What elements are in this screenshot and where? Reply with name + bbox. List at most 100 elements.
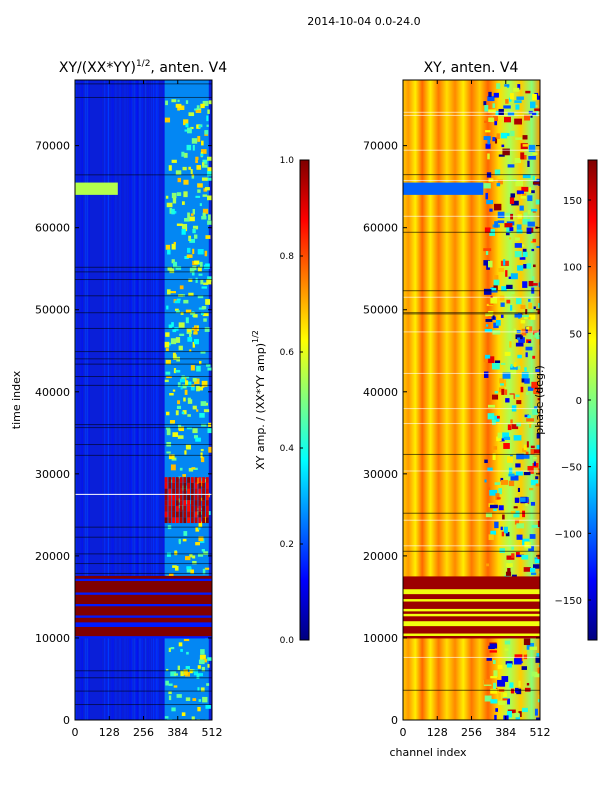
amplitude-speckle xyxy=(195,110,201,113)
amplitude-speckle xyxy=(195,542,201,546)
amplitude-speckle xyxy=(183,191,188,198)
y-tick-label: 40000 xyxy=(363,386,398,399)
amplitude-speckle xyxy=(207,109,210,114)
phase-speckle xyxy=(522,454,530,459)
phase-speckle xyxy=(490,530,496,535)
phase-speckle xyxy=(492,103,496,108)
phase-row xyxy=(403,111,540,113)
phase-speckle xyxy=(510,688,515,694)
phase-speckle xyxy=(494,521,499,529)
amplitude-speckle xyxy=(200,448,204,452)
phase-speckle xyxy=(538,694,540,699)
amplitude-speckle xyxy=(192,248,195,255)
phase-speckle xyxy=(527,210,531,215)
dropout-row xyxy=(75,358,212,360)
texture-col xyxy=(124,80,126,720)
phase-speckle xyxy=(538,571,540,574)
phase-speckle xyxy=(488,534,494,540)
amplitude-speckle xyxy=(205,263,210,269)
high-amplitude-cell xyxy=(205,494,209,501)
high-amplitude-cell xyxy=(194,517,198,524)
phase-speckle xyxy=(497,211,505,219)
phase-speckle xyxy=(534,671,540,678)
phase-speckle xyxy=(503,436,511,441)
phase-speckle xyxy=(485,192,488,200)
phase-speckle xyxy=(533,461,536,466)
colorbar-tick-label: 0.0 xyxy=(280,636,295,646)
amplitude-speckle xyxy=(199,412,205,418)
texture-col xyxy=(135,80,137,720)
phase-speckle xyxy=(484,679,492,685)
phase-row xyxy=(403,313,540,315)
high-amplitude-cell xyxy=(205,511,209,518)
high-amplitude-cell xyxy=(168,511,172,518)
texture-col xyxy=(119,80,121,720)
phase-speckle xyxy=(512,309,516,314)
amplitude-speckle xyxy=(176,498,183,503)
amplitude-speckle xyxy=(201,286,207,289)
phase-speckle xyxy=(527,160,530,167)
amplitude-speckle xyxy=(203,318,207,322)
phase-speckle xyxy=(513,362,517,368)
high-amplitude-cell xyxy=(194,477,198,483)
colorbar-tick-label: −50 xyxy=(561,463,582,474)
phase-row xyxy=(403,331,540,333)
phase-speckle xyxy=(503,259,506,266)
texture-col xyxy=(152,80,154,720)
phase-speckle xyxy=(531,248,535,252)
high-amplitude-cell xyxy=(164,482,168,489)
amplitude-speckle xyxy=(202,568,206,575)
phase-speckle xyxy=(536,717,540,720)
high-amplitude-cell xyxy=(190,488,194,495)
amplitude-speckle xyxy=(177,177,182,183)
high-amplitude-cell xyxy=(175,505,179,512)
amplitude-speckle xyxy=(206,279,212,285)
phase-speckle xyxy=(516,400,522,405)
phase-speckle xyxy=(507,698,511,705)
high-amplitude-cell xyxy=(205,482,209,489)
phase-speckle xyxy=(538,664,540,667)
high-amplitude-cell xyxy=(202,477,206,483)
high-amplitude-cell xyxy=(168,477,172,483)
high-amplitude-cell xyxy=(179,482,183,489)
amplitude-speckle xyxy=(180,385,183,390)
phase-speckle xyxy=(510,475,519,481)
saturated-row xyxy=(75,614,212,618)
phase-speckle xyxy=(533,449,540,454)
y-tick-label: 60000 xyxy=(363,222,398,235)
amplitude-speckle xyxy=(166,411,170,416)
phase-speckle xyxy=(528,144,536,152)
phase-speckle xyxy=(534,92,540,100)
phase-speckle xyxy=(504,84,510,87)
phase-speckle xyxy=(513,506,518,509)
wrapped-row xyxy=(403,593,540,597)
amplitude-speckle xyxy=(200,103,205,109)
amplitude-speckle xyxy=(170,647,175,650)
texture-col xyxy=(112,80,114,720)
phase-speckle xyxy=(496,133,500,140)
amplitude-speckle xyxy=(193,467,198,470)
amplitude-speckle xyxy=(165,244,171,250)
amplitude-speckle xyxy=(204,130,209,135)
saturated-row xyxy=(75,596,212,600)
amplitude-speckle xyxy=(197,706,201,712)
phase-row xyxy=(403,290,540,292)
phase-speckle xyxy=(531,524,540,528)
amplitude-speckle xyxy=(201,306,207,310)
high-amplitude-cell xyxy=(205,500,209,506)
phase-speckle xyxy=(537,668,540,674)
phase-speckle xyxy=(495,708,499,712)
amplitude-speckle xyxy=(165,348,169,352)
amplitude-speckle xyxy=(190,386,195,391)
high-amplitude-cell xyxy=(164,505,168,512)
phase-speckle xyxy=(519,497,526,502)
phase-speckle xyxy=(500,314,504,318)
phase-speckle xyxy=(506,456,514,463)
phase-speckle xyxy=(505,270,508,277)
amplitude-speckle xyxy=(194,326,198,332)
amplitude-speckle xyxy=(191,716,195,720)
phase-speckle xyxy=(484,105,489,112)
phase-speckle xyxy=(496,497,501,500)
amplitude-speckle xyxy=(183,638,190,642)
phase-speckle xyxy=(522,144,530,147)
